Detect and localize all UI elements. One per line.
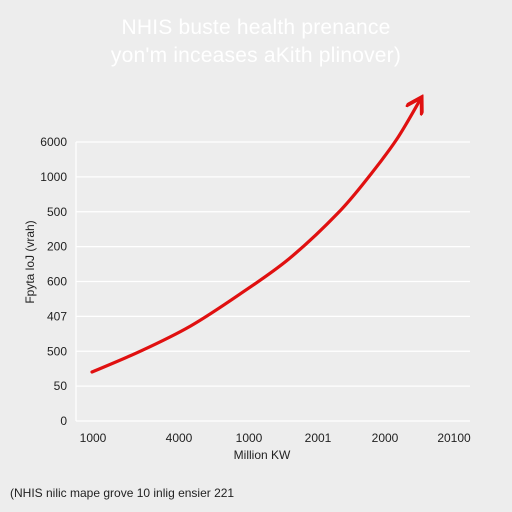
x-tick-label: 1000: [236, 431, 263, 445]
chart-subtitle: yon'm inceases aKith plinover): [110, 44, 402, 67]
y-tick-label: 0: [60, 414, 67, 428]
y-tick-label: 200: [47, 240, 67, 254]
chart-caption: (NHIS nilic mape grove 10 inlig ensier 2…: [10, 486, 235, 500]
x-tick-label: 2000: [372, 431, 399, 445]
y-tick-label: 50: [54, 379, 68, 393]
grid: [75, 141, 470, 422]
y-axis-label: Fpyta loJ (vrah): [23, 220, 37, 303]
y-tick-label: 500: [47, 344, 67, 358]
x-axis: 1000 4000 1000 2001 2000 20100: [80, 431, 471, 445]
y-tick-label: 1000: [40, 170, 67, 184]
series-layer: [90, 100, 420, 374]
y-tick-label: 500: [47, 205, 67, 219]
y-tick-label: 6000: [40, 135, 67, 149]
x-tick-label: 1000: [80, 431, 107, 445]
x-axis-label: Million KW: [234, 448, 291, 462]
series-line: [90, 100, 420, 374]
x-tick-label: 4000: [166, 431, 193, 445]
y-tick-label: 407: [47, 309, 67, 323]
x-tick-label: 20100: [437, 431, 471, 445]
y-tick-label: 600: [47, 275, 67, 289]
x-tick-label: 2001: [305, 431, 332, 445]
chart-title: NHIS buste health prenance: [121, 16, 391, 39]
